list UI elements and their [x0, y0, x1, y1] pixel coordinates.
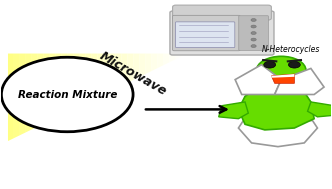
Polygon shape	[219, 102, 248, 119]
Circle shape	[251, 32, 256, 35]
Polygon shape	[175, 53, 181, 59]
Polygon shape	[50, 53, 56, 121]
Polygon shape	[80, 53, 86, 106]
Circle shape	[289, 61, 300, 68]
Polygon shape	[110, 53, 116, 91]
Circle shape	[251, 19, 256, 22]
Circle shape	[251, 25, 256, 28]
Polygon shape	[14, 53, 20, 138]
Polygon shape	[235, 65, 281, 94]
Polygon shape	[38, 53, 44, 126]
FancyBboxPatch shape	[173, 5, 271, 20]
Polygon shape	[98, 53, 104, 97]
Text: N-Heterocycles: N-Heterocycles	[262, 45, 320, 54]
Polygon shape	[92, 53, 98, 100]
Polygon shape	[169, 53, 175, 62]
Polygon shape	[32, 53, 38, 129]
Polygon shape	[307, 102, 332, 117]
Circle shape	[264, 61, 276, 68]
FancyBboxPatch shape	[239, 16, 268, 50]
Text: Reaction Mixture: Reaction Mixture	[18, 90, 117, 99]
Polygon shape	[157, 53, 163, 68]
Polygon shape	[238, 81, 314, 130]
Polygon shape	[139, 53, 145, 77]
Polygon shape	[271, 74, 294, 83]
Polygon shape	[104, 53, 110, 94]
Polygon shape	[133, 53, 139, 80]
Polygon shape	[163, 53, 169, 65]
Polygon shape	[275, 68, 324, 94]
Polygon shape	[181, 53, 187, 57]
Polygon shape	[74, 53, 80, 109]
Circle shape	[257, 56, 306, 84]
Polygon shape	[26, 53, 32, 132]
Polygon shape	[68, 53, 74, 112]
Polygon shape	[116, 53, 122, 88]
Polygon shape	[271, 74, 294, 78]
Polygon shape	[56, 53, 62, 118]
FancyBboxPatch shape	[173, 15, 240, 51]
Polygon shape	[86, 53, 92, 103]
FancyBboxPatch shape	[170, 11, 274, 55]
Text: Microwave: Microwave	[97, 50, 169, 98]
Polygon shape	[151, 53, 157, 71]
Polygon shape	[44, 53, 50, 124]
Circle shape	[1, 57, 133, 132]
Polygon shape	[238, 121, 317, 147]
Circle shape	[251, 45, 256, 48]
Circle shape	[251, 38, 256, 41]
FancyBboxPatch shape	[176, 22, 235, 48]
Polygon shape	[20, 53, 26, 135]
Polygon shape	[62, 53, 68, 115]
Polygon shape	[127, 53, 133, 83]
Polygon shape	[8, 53, 14, 141]
Polygon shape	[122, 53, 127, 86]
Polygon shape	[145, 53, 151, 74]
